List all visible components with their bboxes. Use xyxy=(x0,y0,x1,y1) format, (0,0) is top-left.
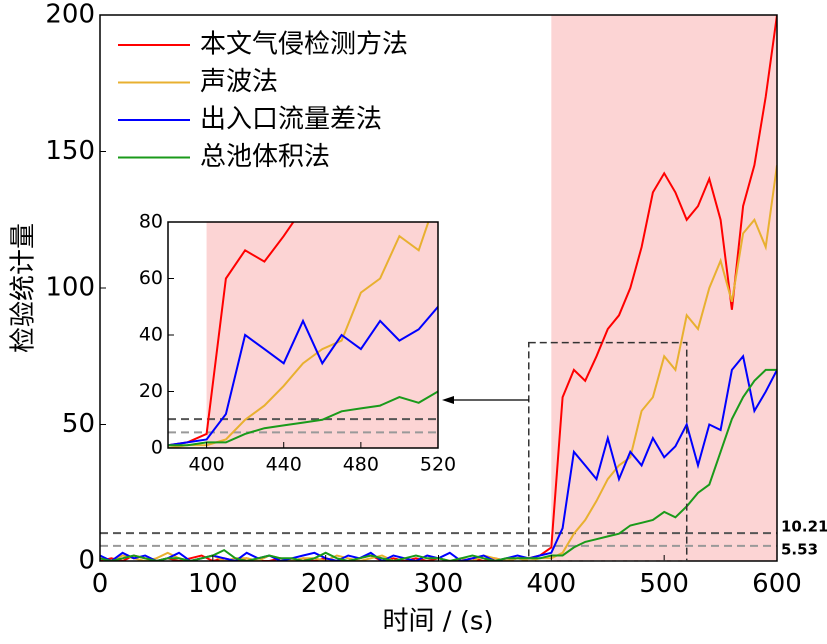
x-tick-label: 480 xyxy=(343,454,379,476)
highlight-region xyxy=(551,15,777,561)
x-axis-label: 时间 / (s) xyxy=(382,607,493,637)
x-tick-label: 300 xyxy=(414,569,464,599)
x-tick-label: 520 xyxy=(420,454,456,476)
x-tick-label: 600 xyxy=(752,569,802,599)
highlight-region xyxy=(206,222,438,448)
y-tick-label: 0 xyxy=(78,546,95,576)
y-tick-label: 80 xyxy=(139,211,163,233)
threshold-label: 5.53 xyxy=(781,540,818,558)
plot-area xyxy=(168,222,438,448)
legend-label: 声波法 xyxy=(200,67,278,97)
threshold-label: 10.21 xyxy=(781,518,827,536)
x-tick-label: 200 xyxy=(301,569,351,599)
y-tick-label: 50 xyxy=(62,409,95,439)
x-tick-label: 500 xyxy=(639,569,689,599)
legend-label: 出入口流量差法 xyxy=(200,105,382,135)
y-tick-label: 100 xyxy=(45,273,95,303)
y-tick-label: 200 xyxy=(45,0,95,30)
x-tick-label: 400 xyxy=(188,454,224,476)
y-tick-label: 40 xyxy=(139,324,163,346)
series-line xyxy=(168,390,438,447)
y-tick-label: 0 xyxy=(151,437,163,459)
zoom-box xyxy=(528,341,688,562)
x-tick-label: 400 xyxy=(527,569,577,599)
x-tick-label: 0 xyxy=(92,569,109,599)
x-tick-label: 100 xyxy=(188,569,238,599)
series-line xyxy=(168,305,438,447)
arrow-head xyxy=(442,396,454,404)
y-tick-label: 20 xyxy=(139,380,163,402)
legend-label: 本文气侵检测方法 xyxy=(200,30,408,60)
x-tick-label: 440 xyxy=(266,454,302,476)
y-tick-label: 150 xyxy=(45,136,95,166)
y-axis-label: 检验统计量 xyxy=(9,223,39,353)
legend-label: 总池体积法 xyxy=(200,142,330,172)
y-tick-label: 60 xyxy=(139,267,163,289)
series-line xyxy=(168,222,430,448)
